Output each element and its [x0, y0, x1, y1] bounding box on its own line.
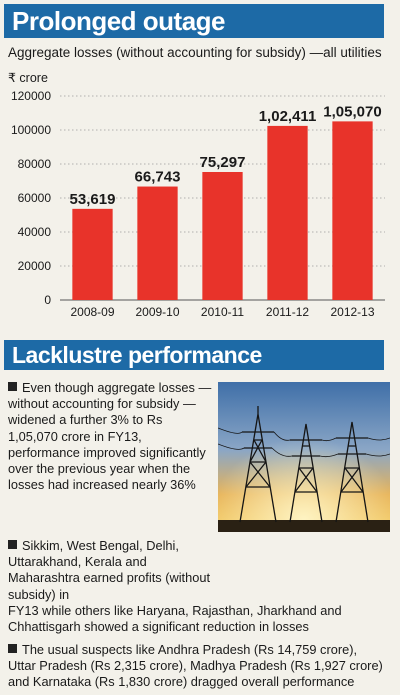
x-tick-label: 2008-09	[70, 305, 114, 319]
data-label: 1,05,070	[323, 103, 381, 120]
paragraph-3: The usual suspects like Andhra Pradesh (…	[8, 642, 386, 691]
x-tick-label: 2011-12	[266, 305, 309, 319]
power-tower-photo	[218, 382, 390, 532]
x-tick-label: 2012-13	[330, 305, 374, 319]
section-title: Lacklustre performance	[4, 340, 384, 370]
page-title: Prolonged outage	[4, 4, 384, 38]
bullet-icon	[8, 382, 17, 391]
data-label: 53,619	[70, 191, 116, 208]
paragraph-2: Sikkim, West Bengal, Delhi, Uttarakhand,…	[8, 538, 386, 635]
y-tick-label: 120000	[11, 89, 51, 103]
bullet-icon	[8, 540, 17, 549]
losses-bar-chart: 120000 100000 80000 60000 40000 20000 0 53,619 2…	[11, 89, 385, 319]
paragraph-2-text-b: FY13 while others like Haryana, Rajastha…	[8, 602, 342, 635]
bar-2011-12	[267, 125, 308, 300]
y-tick-label: 100000	[11, 123, 51, 137]
bar-2009-10	[137, 186, 178, 300]
y-tick-label: 20000	[18, 259, 52, 273]
data-label: 75,297	[200, 154, 246, 171]
y-tick-label: 0	[44, 293, 51, 307]
y-axis-unit: ₹ crore	[8, 71, 48, 85]
x-tick-label: 2009-10	[135, 305, 179, 319]
y-tick-label: 80000	[18, 157, 52, 171]
y-tick-label: 60000	[18, 191, 52, 205]
data-label: 1,02,411	[259, 108, 317, 125]
paragraph-1-text: Even though aggregate losses — without a…	[8, 380, 212, 493]
paragraph-1: Even though aggregate losses — without a…	[8, 380, 386, 493]
bar-2008-09	[72, 208, 113, 300]
x-tick-label: 2010-11	[201, 305, 244, 319]
bar-2012-13	[332, 121, 373, 300]
paragraph-2-text-a: Sikkim, West Bengal, Delhi, Uttarakhand,…	[8, 538, 211, 602]
chart-subtitle: Aggregate losses (without accounting for…	[8, 45, 382, 60]
bar-2010-11	[202, 171, 243, 300]
data-label: 66,743	[135, 169, 181, 186]
y-tick-label: 40000	[18, 225, 52, 239]
bullet-icon	[8, 644, 17, 653]
paragraph-3-text: The usual suspects like Andhra Pradesh (…	[8, 642, 383, 690]
